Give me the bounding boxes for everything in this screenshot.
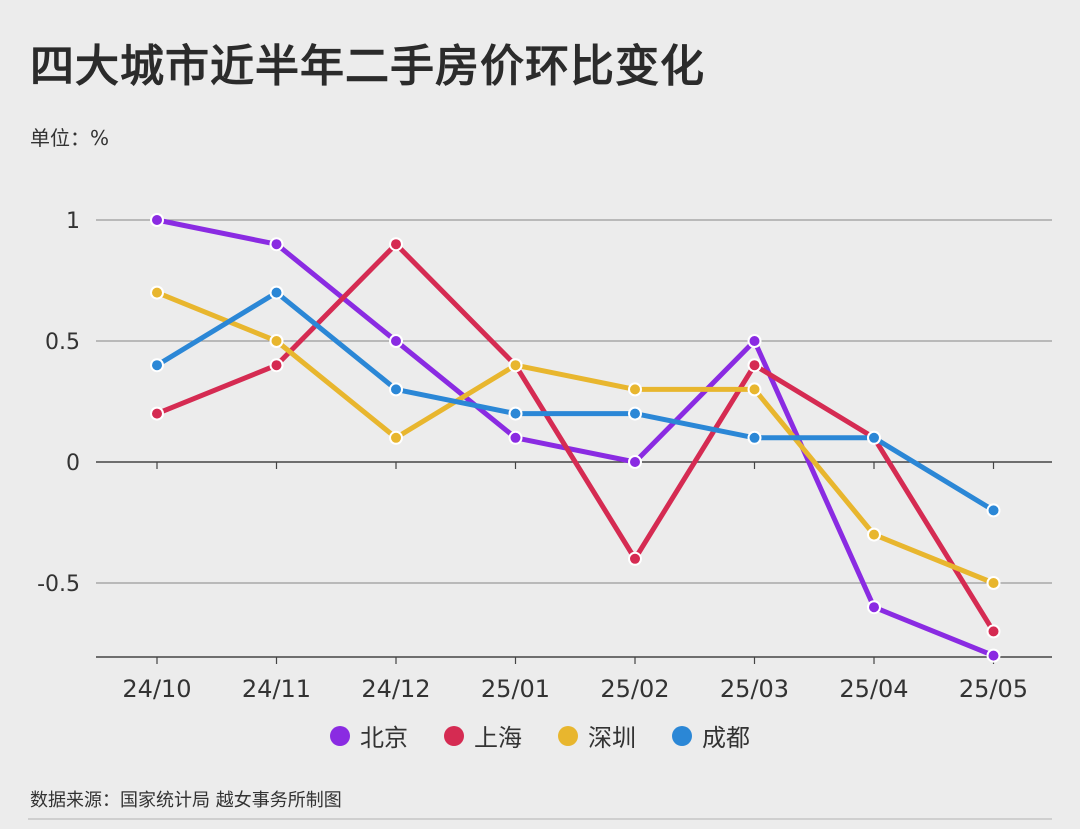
data-point bbox=[150, 213, 164, 227]
legend-item: 上海 bbox=[444, 718, 522, 753]
data-point bbox=[389, 382, 403, 397]
series-line bbox=[154, 290, 996, 586]
data-point bbox=[628, 406, 642, 421]
x-tick-label: 25/02 bbox=[600, 675, 669, 703]
data-point bbox=[150, 285, 164, 300]
data-point bbox=[747, 430, 762, 445]
data-point bbox=[269, 285, 284, 300]
data-point bbox=[867, 527, 881, 542]
x-tick-label: 24/12 bbox=[361, 675, 430, 703]
data-point bbox=[986, 624, 1001, 639]
data-point bbox=[986, 503, 1001, 518]
data-point bbox=[628, 382, 642, 397]
x-tick-label: 24/10 bbox=[122, 675, 191, 703]
legend-label: 北京 bbox=[360, 724, 408, 752]
legend-swatch bbox=[558, 725, 578, 746]
data-point bbox=[867, 430, 881, 445]
data-point bbox=[628, 551, 642, 566]
series-line bbox=[154, 217, 996, 659]
source-note: 数据来源：国家统计局 越女事务所制图 bbox=[30, 790, 342, 811]
legend-label: 上海 bbox=[474, 724, 522, 752]
legend-item: 北京 bbox=[330, 718, 408, 753]
data-point bbox=[150, 358, 164, 373]
legend: 北京 上海 深圳 成都 bbox=[0, 718, 1080, 753]
legend-item: 成都 bbox=[672, 718, 750, 753]
data-point bbox=[508, 406, 523, 421]
source-divider bbox=[28, 818, 1052, 820]
y-tick-label: 1 bbox=[66, 209, 80, 234]
legend-swatch bbox=[444, 725, 464, 746]
x-tick-label: 25/03 bbox=[720, 675, 789, 703]
data-point bbox=[986, 648, 1001, 663]
legend-swatch bbox=[672, 725, 692, 746]
x-tick-label: 25/04 bbox=[839, 675, 908, 703]
data-point bbox=[269, 358, 284, 373]
data-point bbox=[508, 430, 523, 445]
series-line bbox=[154, 290, 996, 513]
x-tick-label: 25/01 bbox=[481, 675, 550, 703]
data-point bbox=[389, 334, 403, 348]
unit-label: 单位：% bbox=[30, 126, 110, 150]
data-point bbox=[150, 406, 164, 421]
data-point bbox=[747, 382, 762, 397]
data-point bbox=[508, 358, 523, 373]
data-point bbox=[269, 237, 284, 252]
legend-item: 深圳 bbox=[558, 718, 636, 753]
x-tick-label: 24/11 bbox=[242, 675, 311, 703]
data-point bbox=[389, 430, 403, 445]
data-point bbox=[747, 358, 762, 373]
data-point bbox=[747, 334, 762, 348]
y-tick-label: 0 bbox=[66, 451, 80, 476]
legend-swatch bbox=[330, 725, 350, 746]
chart-title: 四大城市近半年二手房价环比变化 bbox=[30, 41, 705, 92]
x-tick-label: 25/05 bbox=[959, 675, 1028, 703]
y-tick-label: 0.5 bbox=[45, 330, 80, 355]
data-point bbox=[269, 334, 284, 348]
data-point bbox=[628, 455, 642, 469]
y-tick-label: -0.5 bbox=[37, 572, 80, 597]
legend-label: 深圳 bbox=[588, 724, 636, 752]
data-point bbox=[867, 600, 881, 615]
data-point bbox=[986, 576, 1001, 590]
series-line bbox=[154, 241, 996, 634]
data-point bbox=[389, 237, 403, 252]
legend-label: 成都 bbox=[702, 724, 750, 752]
